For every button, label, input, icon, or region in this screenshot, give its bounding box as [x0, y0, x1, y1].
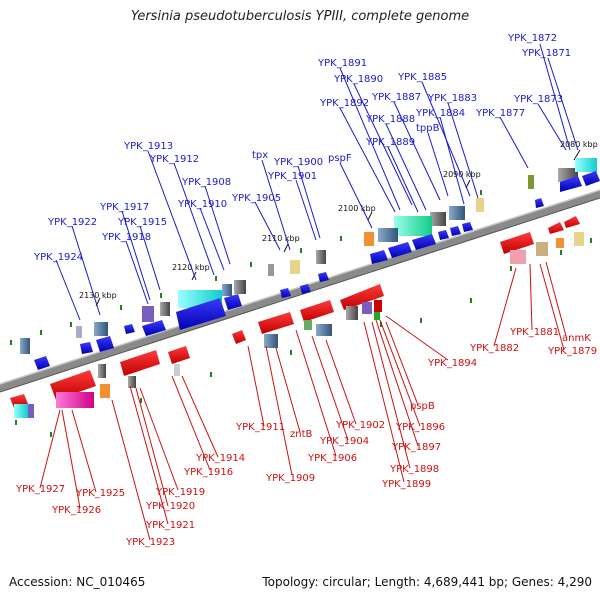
gene-label: anmK	[562, 333, 591, 344]
gene-label: tppB	[416, 123, 440, 134]
gene-label: YPK_1911	[235, 422, 285, 433]
gene-label: YPK_1920	[145, 501, 195, 512]
tick-label: 2110 kbp	[262, 234, 300, 243]
tick-label: 2100 kbp	[338, 204, 376, 213]
tick-label: 2080 kbp	[560, 140, 598, 149]
gene-label: YPK_1899	[381, 479, 431, 490]
tick-mark	[465, 179, 471, 189]
gene-label: YPK_1927	[15, 484, 65, 495]
gene-label: YPK_1877	[475, 108, 525, 119]
gene-label: YPK_1873	[513, 94, 563, 105]
gene-label: YPK_1888	[365, 114, 415, 125]
gene-label: YPK_1919	[155, 487, 205, 498]
genome-title: Yersinia pseudotuberculosis YPIII, compl…	[130, 9, 470, 24]
forward-leader-lines	[55, 43, 579, 321]
genome-summary-text: Topology: circular; Length: 4,689,441 bp…	[262, 575, 592, 589]
gene-label: YPK_1922	[47, 217, 97, 228]
gene-label: zntB	[290, 429, 313, 440]
tick-label: 2130 kbp	[79, 291, 117, 300]
tick-mark	[367, 211, 373, 221]
gene-label: YPK_1882	[469, 343, 519, 354]
tick-mark	[283, 243, 289, 253]
gene-label: YPK_1913	[123, 141, 173, 152]
gene-label: YPK_1889	[365, 137, 415, 148]
gene-label: YPK_1898	[389, 464, 439, 475]
gene-label: YPK_1914	[195, 453, 245, 464]
gene-label: YPK_1896	[395, 422, 445, 433]
gene-label: YPK_1909	[265, 473, 315, 484]
gene-label: YPK_1894	[427, 358, 477, 369]
gene-label: YPK_1916	[183, 467, 233, 478]
gene-label: YPK_1921	[145, 520, 195, 531]
accession-text: Accession: NC_010465	[9, 575, 146, 589]
reverse-strand-genes	[10, 216, 584, 418]
gene-label: YPK_1923	[125, 537, 175, 548]
gene-label: YPK_1918	[101, 232, 151, 243]
gene-label: pspF	[328, 153, 352, 164]
tick-label: 2090 kbp	[443, 170, 481, 179]
gene-label: YPK_1905	[231, 193, 281, 204]
gene-label: YPK_1872	[507, 33, 557, 44]
gene-label: YPK_1912	[149, 154, 199, 165]
gene-label: YPK_1915	[117, 217, 167, 228]
gene-label: YPK_1901	[267, 171, 317, 182]
gene-label: YPK_1924	[33, 252, 83, 263]
gene-label: YPK_1883	[427, 93, 477, 104]
gene-label: YPK_1926	[51, 505, 101, 516]
gene-label: YPK_1871	[521, 48, 571, 59]
gene-label: YPK_1879	[547, 346, 597, 357]
gene-label: YPK_1891	[317, 58, 367, 69]
genome-backbone	[0, 190, 600, 392]
gene-label: YPK_1900	[273, 157, 323, 168]
gene-label: YPK_1881	[509, 327, 559, 338]
gene-label: tpx	[252, 150, 268, 161]
gene-label: YPK_1904	[319, 436, 369, 447]
gene-label: YPK_1884	[415, 108, 465, 119]
reverse-gene-labels: YPK_1894 YPK_1882 YPK_1881 anmK YPK_1879…	[15, 327, 597, 548]
gene-label: YPK_1910	[177, 199, 227, 210]
gene-label: YPK_1908	[181, 177, 231, 188]
forward-gene-labels: YPK_1872 YPK_1871 YPK_1891 YPK_1890 YPK_…	[33, 33, 571, 263]
gene-label: YPK_1887	[371, 92, 421, 103]
gene-label: YPK_1902	[335, 420, 385, 431]
gene-label: pspB	[410, 401, 435, 412]
gene-label: YPK_1885	[397, 72, 447, 83]
gene-label: YPK_1925	[75, 488, 125, 499]
gene-label: YPK_1906	[307, 453, 357, 464]
gene-label: YPK_1897	[391, 442, 441, 453]
gene-label: YPK_1890	[333, 74, 383, 85]
reverse-leader-lines	[39, 261, 567, 541]
forward-strand-genes	[20, 158, 600, 370]
gene-label: YPK_1917	[99, 202, 149, 213]
gene-label: YPK_1892	[319, 98, 369, 109]
